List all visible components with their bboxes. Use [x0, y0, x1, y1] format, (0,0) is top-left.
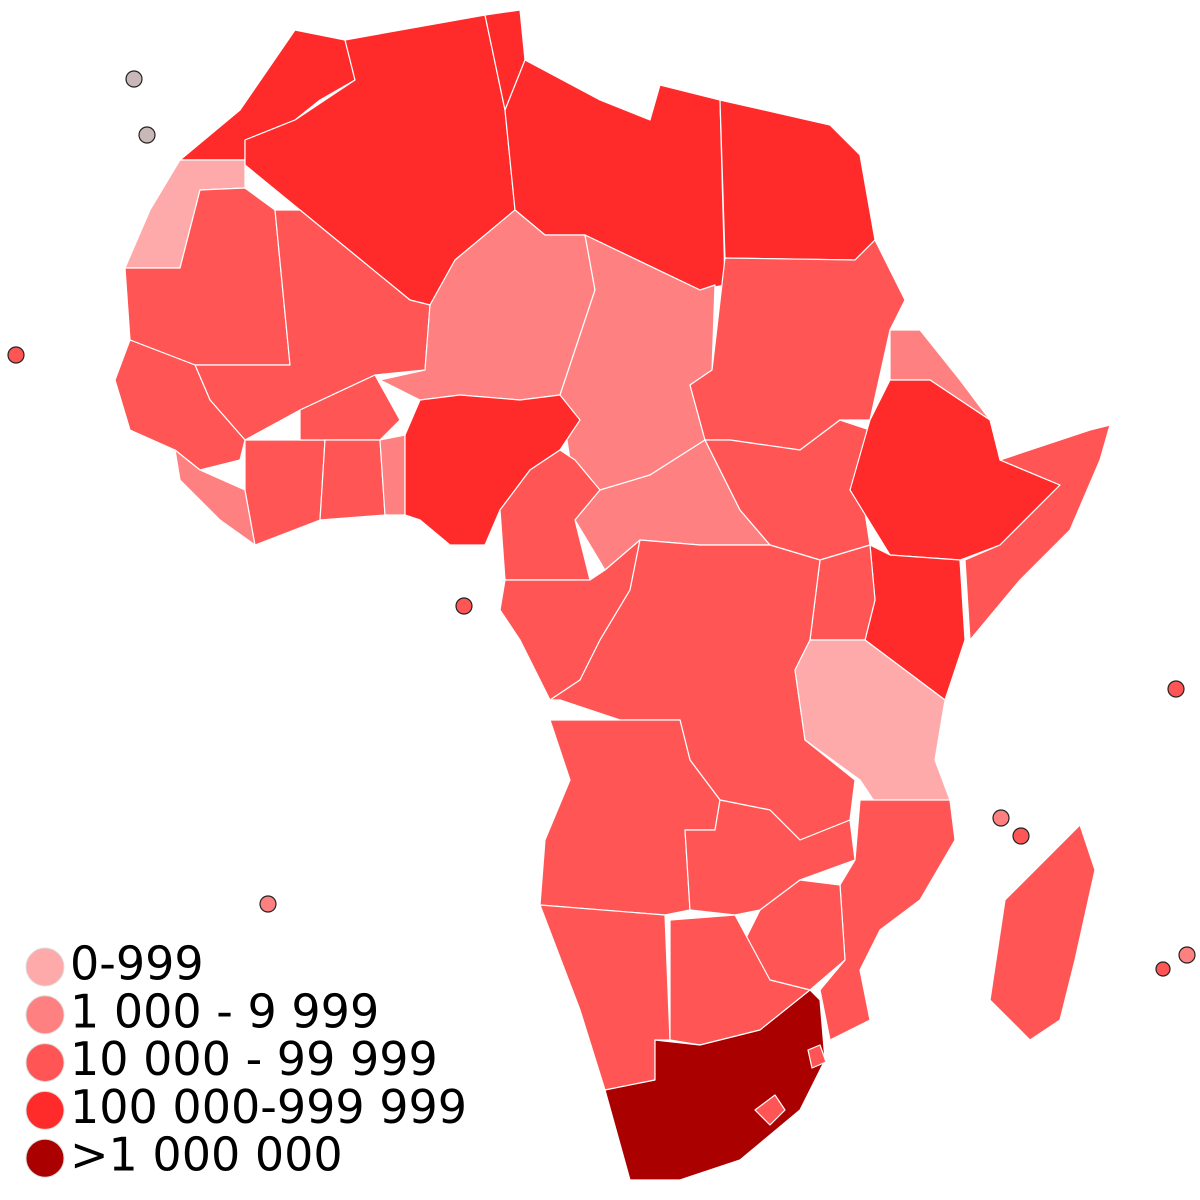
eswatini [807, 1044, 827, 1069]
island [1167, 680, 1185, 698]
benin [379, 434, 406, 516]
ghana-togo [319, 439, 386, 521]
legend-label: >1 000 000 [70, 1128, 343, 1182]
legend-swatch [25, 1043, 65, 1083]
somalia [964, 424, 1111, 641]
senegal-guinea [114, 339, 246, 471]
islands [7, 70, 1196, 977]
egypt [719, 99, 876, 261]
cote-divoire [244, 439, 326, 546]
legend-label: 0-999 [70, 937, 204, 991]
legend-swatch [25, 995, 65, 1035]
zambia [684, 799, 856, 916]
legend-swatch [25, 1138, 65, 1178]
island [138, 126, 156, 144]
legend-label: 1 000 - 9 999 [70, 984, 379, 1038]
island [1012, 827, 1030, 845]
island [1178, 946, 1196, 964]
legend-swatch [25, 947, 65, 987]
island [7, 346, 25, 364]
lesotho [754, 1094, 786, 1126]
island [992, 809, 1010, 827]
south-africa [604, 989, 826, 1181]
island [125, 70, 143, 88]
madagascar [989, 824, 1096, 1041]
island [1155, 961, 1171, 977]
burkina-faso [299, 374, 401, 441]
island [259, 895, 277, 913]
countries [114, 9, 1111, 1181]
island [455, 597, 473, 615]
legend-label: 10 000 - 99 999 [70, 1032, 438, 1086]
namibia [539, 904, 671, 1091]
legend-label: 100 000-999 999 [70, 1080, 467, 1134]
legend-swatch [25, 1090, 65, 1130]
